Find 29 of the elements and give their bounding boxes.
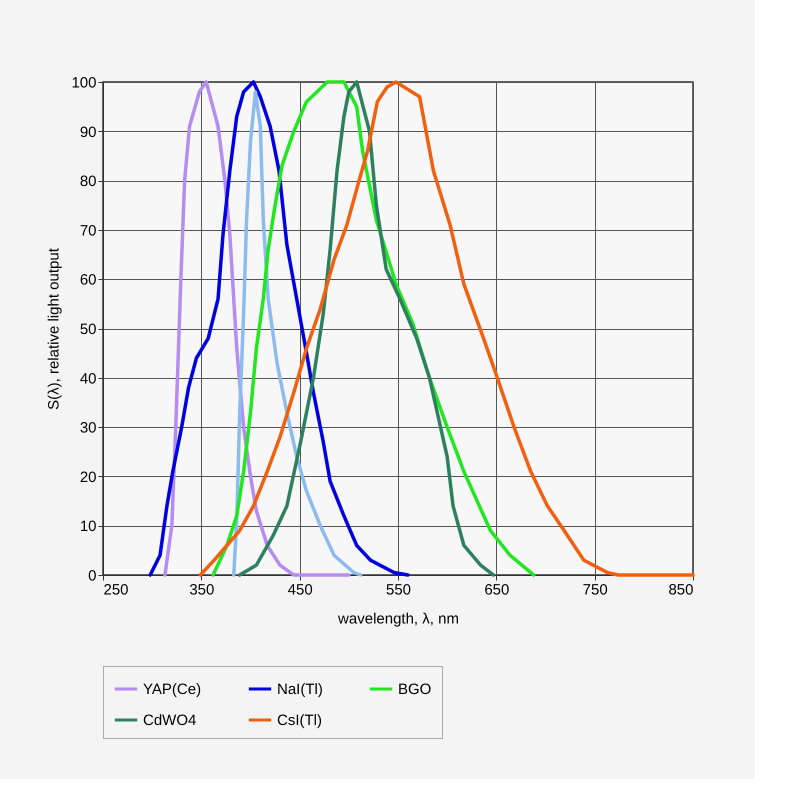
line-series [232, 90, 362, 577]
legend-label: BGO [398, 681, 432, 698]
line-series [148, 80, 410, 577]
y-tick-label: 10 [80, 518, 96, 536]
legend-label: CsI(Tl) [277, 712, 322, 729]
x-tick-label: 750 [582, 582, 608, 598]
x-axis-title: wavelength, λ, nm [337, 610, 459, 628]
line-series [163, 80, 351, 577]
y-tick-label: 30 [80, 420, 96, 437]
y-tick-label: 0 [88, 568, 96, 584]
x-tick-label: 550 [386, 582, 412, 598]
legend-label: CdWO4 [143, 712, 196, 729]
x-tick-label: 350 [189, 582, 214, 598]
y-tick-label: 40 [80, 370, 96, 388]
line-series [238, 80, 496, 577]
x-tick-label: 450 [288, 582, 313, 598]
legend-label: NaI(Tl) [277, 681, 323, 698]
x-tick-label: 850 [668, 582, 694, 598]
y-tick-label: 70 [80, 222, 96, 240]
y-tick-label: 90 [80, 124, 96, 141]
y-axis-title: S(λ), relative light output [45, 247, 62, 410]
x-tick-label: 650 [484, 582, 510, 598]
y-tick-label: 20 [80, 468, 96, 486]
legend-label: YAP(Ce) [143, 681, 202, 698]
x-tick-label: 250 [104, 582, 129, 598]
y-tick-label: 50 [80, 321, 96, 338]
y-tick-label: 60 [80, 272, 96, 289]
y-tick-label: 80 [80, 173, 96, 190]
y-tick-label: 100 [71, 74, 96, 92]
